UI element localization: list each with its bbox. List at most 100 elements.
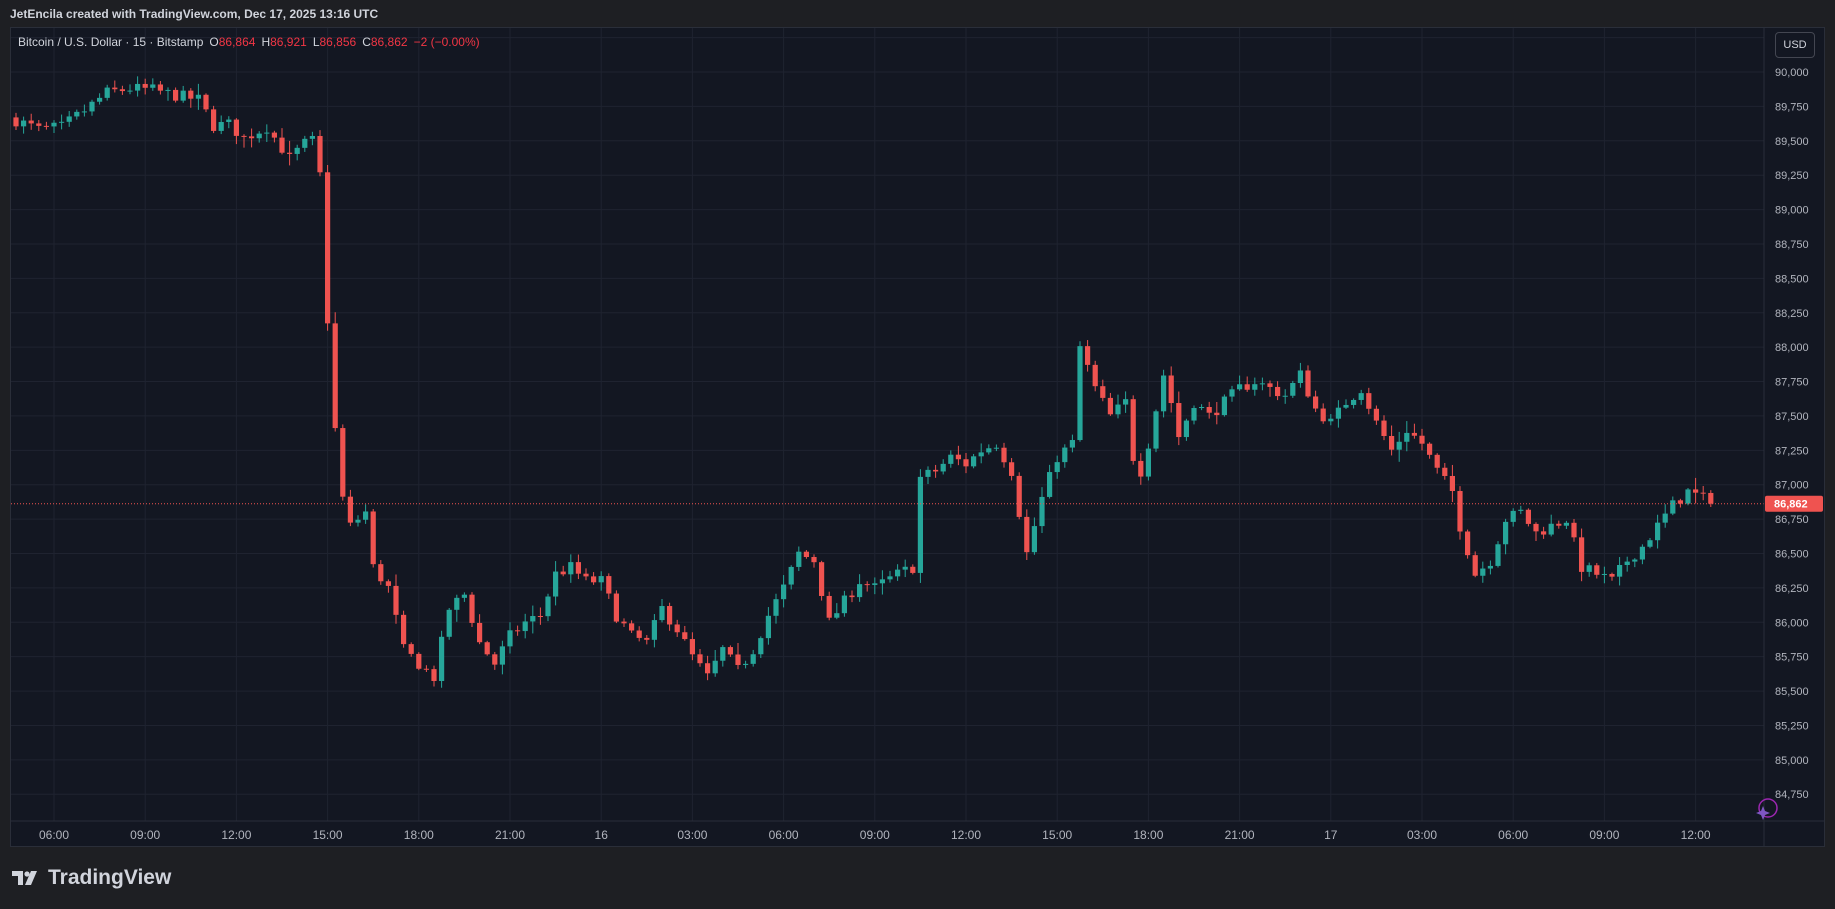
last-price-badge [1765,495,1823,512]
candle-body [1282,395,1288,397]
open-label: O [209,35,219,49]
candle-body [705,663,711,674]
candle-body [963,459,969,467]
symbol-legend: Bitcoin / U.S. Dollar · 15 · Bitstamp O 8… [18,35,480,49]
time-tick-label: 09:00 [860,828,890,842]
close-value: 86,862 [370,35,408,49]
candle-body [431,669,437,681]
candle-body [461,594,467,598]
candle-body [446,609,452,637]
candle-body [279,137,285,153]
chart-panel[interactable]: 86,862 90,25090,00089,75089,50089,25089,… [10,27,1825,847]
tradingview-brand[interactable]: TradingView [12,866,171,890]
candle-body [1199,406,1205,409]
price-tick-label: 87,000 [1775,480,1809,492]
time-tick-label: 18:00 [1133,828,1163,842]
candle-body [933,469,939,472]
candle-body [811,557,817,563]
brand-name: TradingView [48,866,172,889]
candle-body [165,89,171,91]
candles [13,76,1714,688]
sparkle-icon[interactable] [1756,798,1778,820]
candle-body [1305,370,1311,397]
symbol-name[interactable]: Bitcoin / U.S. Dollar · 15 · Bitstamp [18,35,204,49]
candle-body [583,573,589,577]
candle-body [249,136,255,139]
candle-body [1085,346,1091,365]
candle-body [591,576,597,583]
time-tick-label: 17 [1324,828,1338,842]
candle-body [1693,489,1699,493]
candle-body [1639,546,1645,560]
candle-body [423,668,429,670]
price-tick-label: 86,250 [1775,583,1809,595]
candle-body [765,615,771,639]
candle-body [841,595,847,614]
close-label: C [362,35,371,49]
candle-body [150,84,156,88]
candle-body [469,594,475,623]
candle-body [81,111,87,113]
price-tick-label: 87,500 [1775,411,1809,423]
price-tick-label: 88,250 [1775,308,1809,320]
candle-body [1677,500,1683,504]
candlestick-chart[interactable]: 86,862 90,25090,00089,75089,50089,25089,… [11,28,1824,846]
currency-button[interactable]: USD [1775,32,1815,58]
candle-body [1579,537,1585,572]
candle-body [1016,475,1022,517]
candle-body [515,630,521,632]
candle-body [1487,565,1493,569]
candle-body [89,101,95,112]
low-value: 86,856 [319,35,357,49]
candle-body [849,595,855,598]
time-tick-label: 12:00 [221,828,251,842]
candle-body [385,581,391,586]
candle-body [1313,396,1319,409]
time-tick-label: 12:00 [951,828,981,842]
candle-body [1069,440,1075,448]
candle-body [51,122,57,127]
candle-body [21,120,27,127]
tradingview-logo-icon [12,871,37,885]
candle-body [66,116,72,122]
candle-body [613,593,619,622]
candle-body [910,566,916,573]
candle-body [986,448,992,453]
candle-body [1510,510,1516,522]
candle-body [439,636,445,681]
candle-body [917,476,923,573]
candle-body [203,94,209,110]
candle-body [1601,573,1607,575]
candle-body [1062,447,1068,463]
candle-body [955,454,961,460]
time-tick-label: 12:00 [1681,828,1711,842]
candle-body [1449,475,1455,492]
candle-body [1335,407,1341,419]
price-tick-label: 86,000 [1775,617,1809,629]
last-price-label: 86,862 [1774,499,1808,511]
candle-body [1107,397,1113,415]
candle-body [560,571,566,575]
candle-body [537,616,543,618]
candle-body [1031,526,1037,553]
time-tick-label: 21:00 [495,828,525,842]
candle-body [195,94,201,99]
candle-body [1351,399,1357,405]
candle-body [1457,491,1463,532]
candle-body [1054,462,1060,473]
candle-body [1465,531,1471,556]
candle-body [1290,382,1296,396]
candle-body [568,562,574,575]
candle-body [173,89,179,101]
candle-body [1145,448,1151,477]
candle-body [1404,432,1410,442]
candle-body [180,90,186,101]
candle-body [1252,384,1258,390]
candle-body [826,595,832,618]
candle-body [1191,408,1197,421]
candle-body [1244,384,1250,390]
candle-body [1024,516,1030,553]
candle-body [1480,568,1486,576]
candle-body [401,614,407,645]
candle-body [28,120,34,124]
